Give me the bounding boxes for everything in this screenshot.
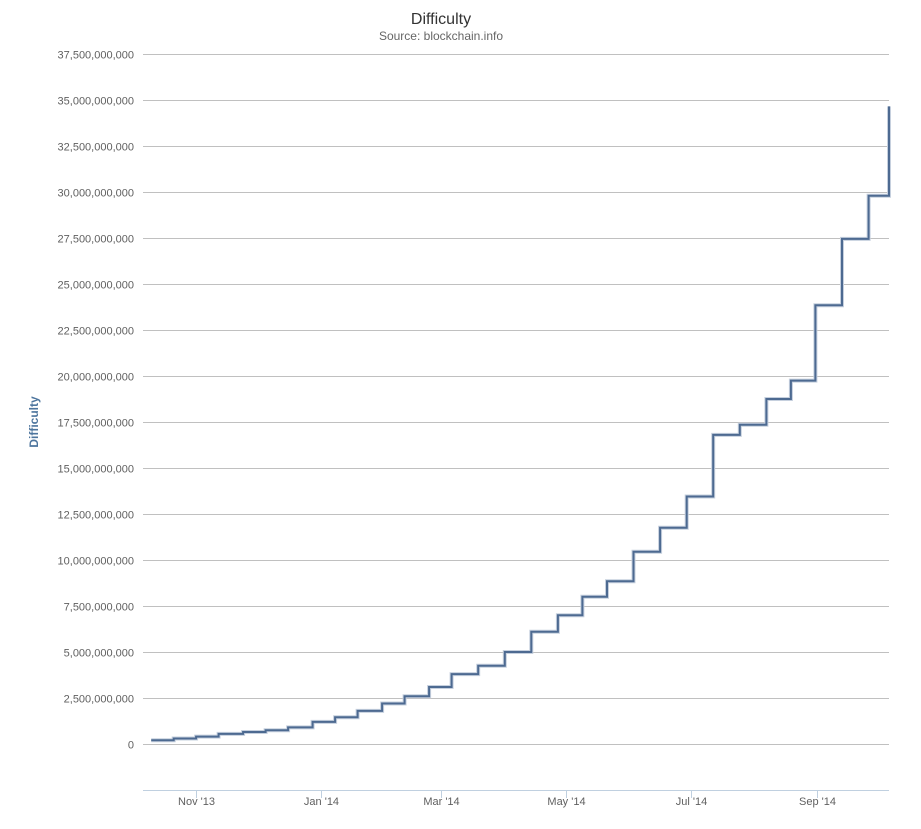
y-tick-label: 12,500,000,000 bbox=[58, 510, 134, 522]
y-axis-ticks: 0 2,500,000,000 5,000,000,000 7,500,000,000… bbox=[58, 50, 134, 752]
y-tick-label: 22,500,000,000 bbox=[58, 326, 134, 338]
y-tick-label: 30,000,000,000 bbox=[58, 188, 134, 200]
y-tick-label: 7,500,000,000 bbox=[64, 602, 134, 614]
series-line-shadow bbox=[151, 106, 891, 743]
y-axis-label: Difficulty bbox=[27, 396, 41, 448]
y-tick-label: 37,500,000,000 bbox=[58, 50, 134, 62]
difficulty-series-line bbox=[151, 106, 890, 742]
y-tick-label: 27,500,000,000 bbox=[58, 234, 134, 246]
y-tick-label: 35,000,000,000 bbox=[58, 96, 134, 108]
x-tick-label: Jan '14 bbox=[304, 796, 339, 808]
y-tick-label: 0 bbox=[128, 740, 134, 752]
chart-title: Difficulty bbox=[411, 11, 471, 28]
x-axis: Nov '13 Jan '14 Mar '14 May '14 Jul '14 Sep '… bbox=[143, 790, 889, 808]
x-tick-label: May '14 bbox=[547, 796, 585, 808]
y-tick-label: 32,500,000,000 bbox=[58, 142, 134, 154]
y-tick-label: 10,000,000,000 bbox=[58, 556, 134, 568]
y-tick-label: 5,000,000,000 bbox=[64, 648, 134, 660]
x-tick-label: Nov '13 bbox=[178, 796, 215, 808]
series-group bbox=[151, 106, 891, 743]
y-tick-label: 20,000,000,000 bbox=[58, 372, 134, 384]
x-tick-label: Sep '14 bbox=[799, 796, 836, 808]
x-tick-label: Mar '14 bbox=[423, 796, 459, 808]
x-tick-label: Jul '14 bbox=[676, 796, 707, 808]
y-tick-label: 2,500,000,000 bbox=[64, 694, 134, 706]
grid-lines bbox=[143, 54, 889, 745]
chart-subtitle: Source: blockchain.info bbox=[379, 29, 503, 43]
y-tick-label: 25,000,000,000 bbox=[58, 280, 134, 292]
y-tick-label: 17,500,000,000 bbox=[58, 418, 134, 430]
y-tick-label: 15,000,000,000 bbox=[58, 464, 134, 476]
